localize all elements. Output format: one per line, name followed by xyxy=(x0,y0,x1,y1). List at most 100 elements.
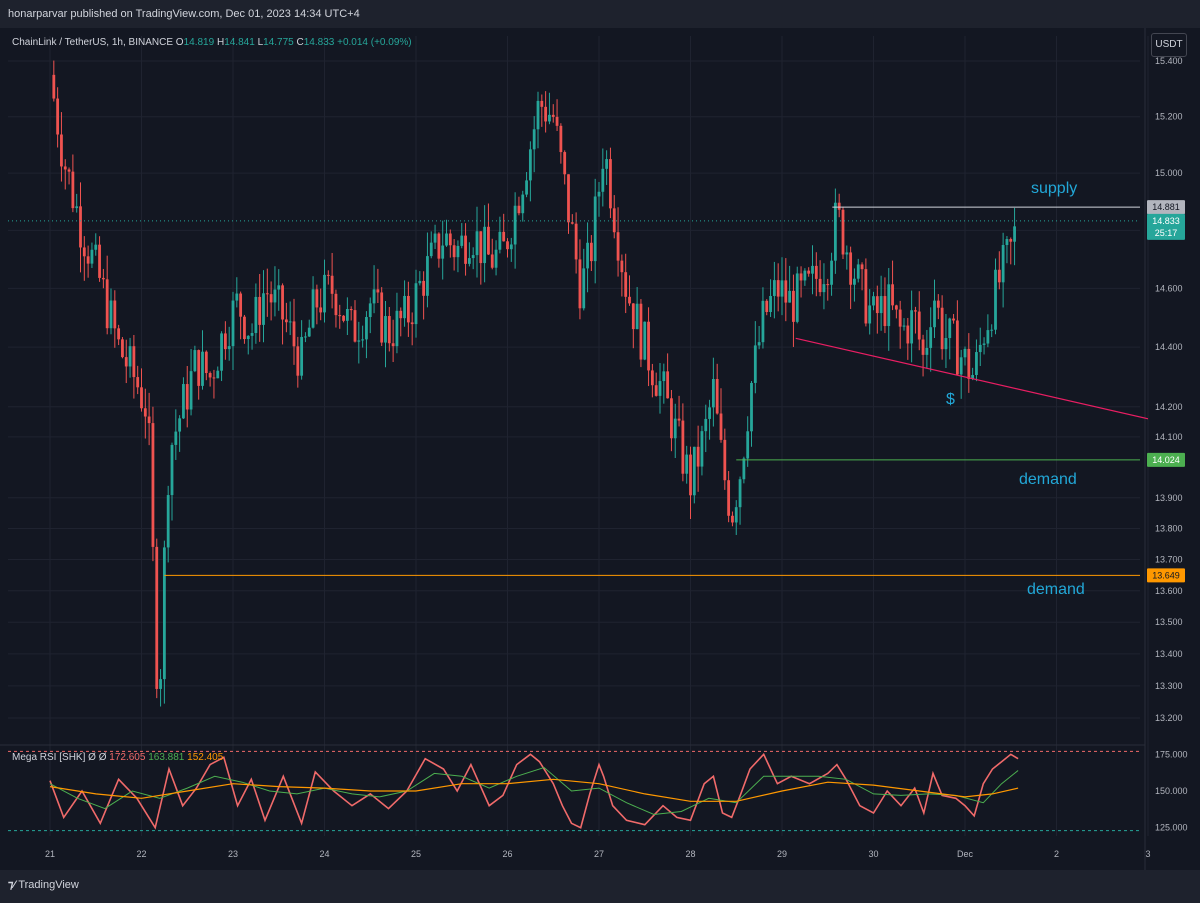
candle-up xyxy=(433,233,437,243)
candle-down xyxy=(330,275,334,294)
candle-down xyxy=(609,159,612,209)
candle-down xyxy=(487,226,490,255)
candle-down xyxy=(807,270,811,274)
candle-down xyxy=(784,280,788,303)
candle-down xyxy=(86,256,90,264)
candle-up xyxy=(94,244,98,250)
candle-up xyxy=(109,300,113,329)
candle-down xyxy=(113,300,117,329)
candle-down xyxy=(1009,239,1013,242)
rsi-source-1: Ø xyxy=(88,752,96,763)
time-tick-label: 29 xyxy=(777,849,787,859)
candle-down xyxy=(696,446,700,467)
candle-up xyxy=(673,418,677,439)
candle-up xyxy=(216,370,220,379)
candle-down xyxy=(776,280,780,297)
candle-down xyxy=(437,233,441,259)
candle-up xyxy=(925,347,929,355)
rsi-series-line xyxy=(49,766,1019,816)
price-tag-text-supply: 14.881 xyxy=(1152,202,1180,212)
candle-up xyxy=(361,339,365,341)
currency-button[interactable]: USDT xyxy=(1151,33,1187,57)
candle-down xyxy=(731,515,734,523)
axes: 13.200 13.300 13.400 13.500 13.600 13.700 13.8… xyxy=(45,56,1188,859)
candle-down xyxy=(670,398,673,439)
candle-up xyxy=(902,325,906,327)
candle-up xyxy=(494,249,498,268)
candle-up xyxy=(856,264,860,279)
candle-down xyxy=(841,209,845,255)
candle-down xyxy=(719,413,723,440)
candle-up xyxy=(521,194,525,214)
candle-up xyxy=(483,226,487,264)
candle-up xyxy=(711,379,715,408)
candle-down xyxy=(380,292,384,343)
close-label: C xyxy=(296,37,304,48)
candle-up xyxy=(441,245,445,259)
candle-down xyxy=(921,339,925,355)
candle-down xyxy=(689,454,692,496)
candle-up xyxy=(982,343,986,345)
candle-up xyxy=(830,260,833,285)
candle-down xyxy=(151,423,155,547)
candle-up xyxy=(246,335,250,340)
candle-down xyxy=(792,290,795,322)
candle-down xyxy=(212,377,216,379)
candle-up xyxy=(868,305,872,324)
candle-down xyxy=(376,289,380,293)
candle-up xyxy=(323,274,326,313)
candle-up xyxy=(704,418,708,432)
symbol-legend[interactable]: ChainLink / TetherUS, 1h, BINANCE O14.81… xyxy=(12,37,412,48)
candle-down xyxy=(391,343,395,347)
low-label: L xyxy=(257,37,264,48)
candle-down xyxy=(284,319,288,323)
candle-up xyxy=(307,327,311,337)
candle-down xyxy=(132,346,136,378)
candle-up xyxy=(959,357,963,375)
change-value: +0.014 (+0.09%) xyxy=(337,37,412,48)
candle-down xyxy=(860,264,864,270)
price-tag-demand-1 xyxy=(1147,452,1185,467)
chart-canvas[interactable]: 13.200 13.300 13.400 13.500 13.600 13.700 13.8… xyxy=(0,28,1200,870)
candle-up xyxy=(605,159,609,169)
rsi-legend[interactable]: Mega RSI [SHK] Ø Ø 172.605 163.881 152.4… xyxy=(12,752,223,763)
candle-down xyxy=(79,206,82,248)
candle-down xyxy=(612,208,616,233)
price-tick-label: 14.400 xyxy=(1155,342,1183,352)
candle-up xyxy=(162,547,166,680)
price-tag-text-demand-1: 14.024 xyxy=(1152,455,1180,465)
candle-down xyxy=(715,379,719,414)
high-value: 14.841 xyxy=(224,37,255,48)
candle-up xyxy=(311,289,315,328)
price-tick-label: 14.100 xyxy=(1155,432,1183,442)
candle-down xyxy=(849,252,853,285)
demand-annotation-1: demand xyxy=(1019,471,1077,488)
candle-up xyxy=(803,270,807,281)
candle-down xyxy=(875,296,879,314)
candle-down xyxy=(197,350,201,386)
open-value: 14.819 xyxy=(183,37,215,48)
candle-down xyxy=(105,279,109,329)
candle-down xyxy=(490,254,494,268)
candle-up xyxy=(304,336,307,338)
candle-down xyxy=(239,293,243,317)
rsi-series-line xyxy=(49,752,1019,830)
rsi-tick-label: 150.000 xyxy=(1155,786,1188,796)
candle-up xyxy=(456,245,460,258)
tradingview-logo[interactable]: ⁊⁄ TradingView xyxy=(8,878,79,891)
candle-up xyxy=(635,303,639,330)
price-tag-supply xyxy=(1147,200,1185,215)
candle-down xyxy=(315,289,319,308)
candle-up xyxy=(662,371,666,382)
candle-up xyxy=(166,495,170,548)
top-bar: honarparvar published on TradingView.com… xyxy=(0,0,1200,28)
footer-bar xyxy=(0,870,1200,903)
candle-down xyxy=(136,377,140,388)
candle-down xyxy=(506,241,509,250)
candle-up xyxy=(498,231,502,250)
candle-down xyxy=(243,316,246,340)
candle-up xyxy=(1013,226,1016,242)
candle-down xyxy=(319,307,323,313)
candle-up xyxy=(395,310,399,347)
candle-up xyxy=(193,350,197,372)
